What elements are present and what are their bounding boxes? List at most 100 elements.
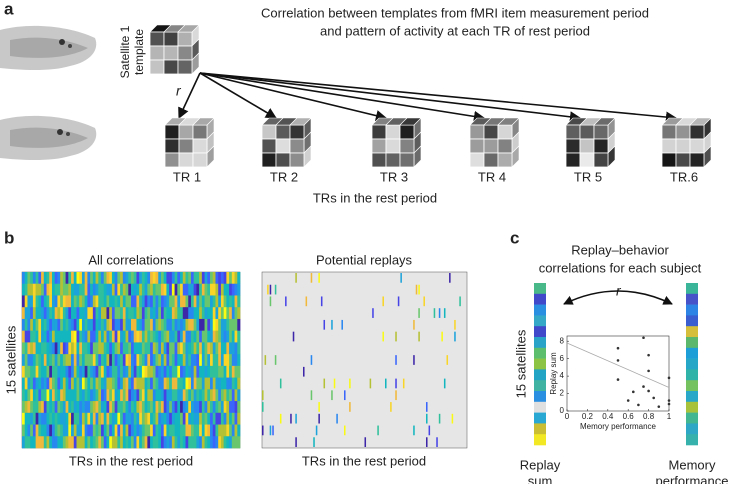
heatmap-cell [22,307,26,320]
color-cell [686,337,698,349]
heatmap-cell [166,354,170,367]
heatmap-cell [81,436,85,449]
heatmap-cell [92,436,96,449]
heatmap-cell [120,424,124,437]
heatmap-cell [223,377,227,390]
scatter-point [616,359,620,362]
heatmap-cell [81,272,85,285]
heatmap-cell [73,389,77,402]
heatmap-cell [144,330,148,343]
heatmap-cell [234,424,238,437]
heatmap-cell [155,307,159,320]
heatmap-cell [106,412,110,425]
heatmap-cell [193,342,197,355]
heatmap-cell [210,295,214,308]
heatmap-cell [79,318,83,331]
heatmap-cell [226,377,230,390]
template-label: Satellite 1 [118,25,132,78]
heatmap-cell [84,401,88,414]
heatmap-cell [155,342,159,355]
heatmap-cell [171,365,175,378]
heatmap-cell [158,342,162,355]
heatmap-cell [128,389,132,402]
heatmap-cell [210,354,214,367]
heatmap-cell [234,365,238,378]
heatmap-cell [364,437,367,447]
heatmap-cell [101,436,105,449]
heatmap-cell [122,330,126,343]
heatmap-cell [177,342,181,355]
heatmap-cell [218,389,222,402]
color-cell [686,283,698,295]
heatmap-cell [46,295,50,308]
heatmap-cell [139,272,143,285]
cube-cell [579,152,595,168]
heatmap-cell [114,307,118,320]
heatmap-cell [60,436,64,449]
heatmap-cell [87,342,91,355]
heatmap-cell [264,355,267,365]
heatmap-cell [46,330,50,343]
heatmap-cell [27,283,31,296]
heatmap-cell [147,307,151,320]
heatmap-cell [106,295,110,308]
y-tick-label: 2 [560,389,565,398]
heatmap-cell [43,365,47,378]
heatmap-cell [207,318,211,331]
heatmap-cell [62,401,66,414]
heatmap-cell [395,331,397,342]
heatmap-cell [182,424,186,437]
cube-cell [192,124,208,140]
heatmap-cell [220,377,224,390]
heatmap-cell [207,412,211,425]
heatmap-cell [190,436,194,449]
heatmap-cell [215,342,219,355]
heatmap-cell [193,377,197,390]
heatmap-cell [51,424,55,437]
color-cell [534,401,546,413]
axis-label: TRs in the rest period [313,190,437,205]
heatmap-cell [54,330,58,343]
heatmap-cell [231,330,235,343]
heatmap-cell [128,283,132,296]
heatmap-cell [43,412,47,425]
heatmap-cell [106,283,110,296]
heatmap-cell [229,318,233,331]
heatmap-cell [76,354,80,367]
heatmap-cell [231,272,235,285]
heatmap-cell [38,401,42,414]
heatmap-cell [166,377,170,390]
heatmap-cell [103,318,107,331]
heatmap-cell [38,354,42,367]
heatmap-cell [117,436,121,449]
heatmap-cell [218,283,222,296]
cube [261,117,312,168]
cube-cell [469,152,485,168]
heatmap-cell [147,354,151,367]
heatmap-cell [160,342,164,355]
heatmap-cell [51,354,55,367]
heatmap-cell [54,354,58,367]
heatmap-cell [128,272,132,285]
heatmap-cell [68,354,72,367]
heatmap-cell [237,412,241,425]
heatmap-cell [147,436,151,449]
heatmap-cell [182,412,186,425]
color-cell [534,347,546,359]
heatmap-cell [180,272,184,285]
heatmap-cell [185,295,189,308]
heatmap-cell [106,377,110,390]
axis-label: 15 satellites [513,329,528,398]
cube-cell [164,138,180,154]
heatmap-cell [68,318,72,331]
heatmap-cell [114,365,118,378]
heatmap-cell [210,424,214,437]
heatmap-cell [35,412,39,425]
heatmap-cell [226,436,230,449]
heatmap-cell [76,377,80,390]
trend-line [566,342,670,388]
heatmap-cell [114,318,118,331]
heatmap-cell [234,389,238,402]
heatmap-cell [166,318,170,331]
arrow [199,72,486,122]
